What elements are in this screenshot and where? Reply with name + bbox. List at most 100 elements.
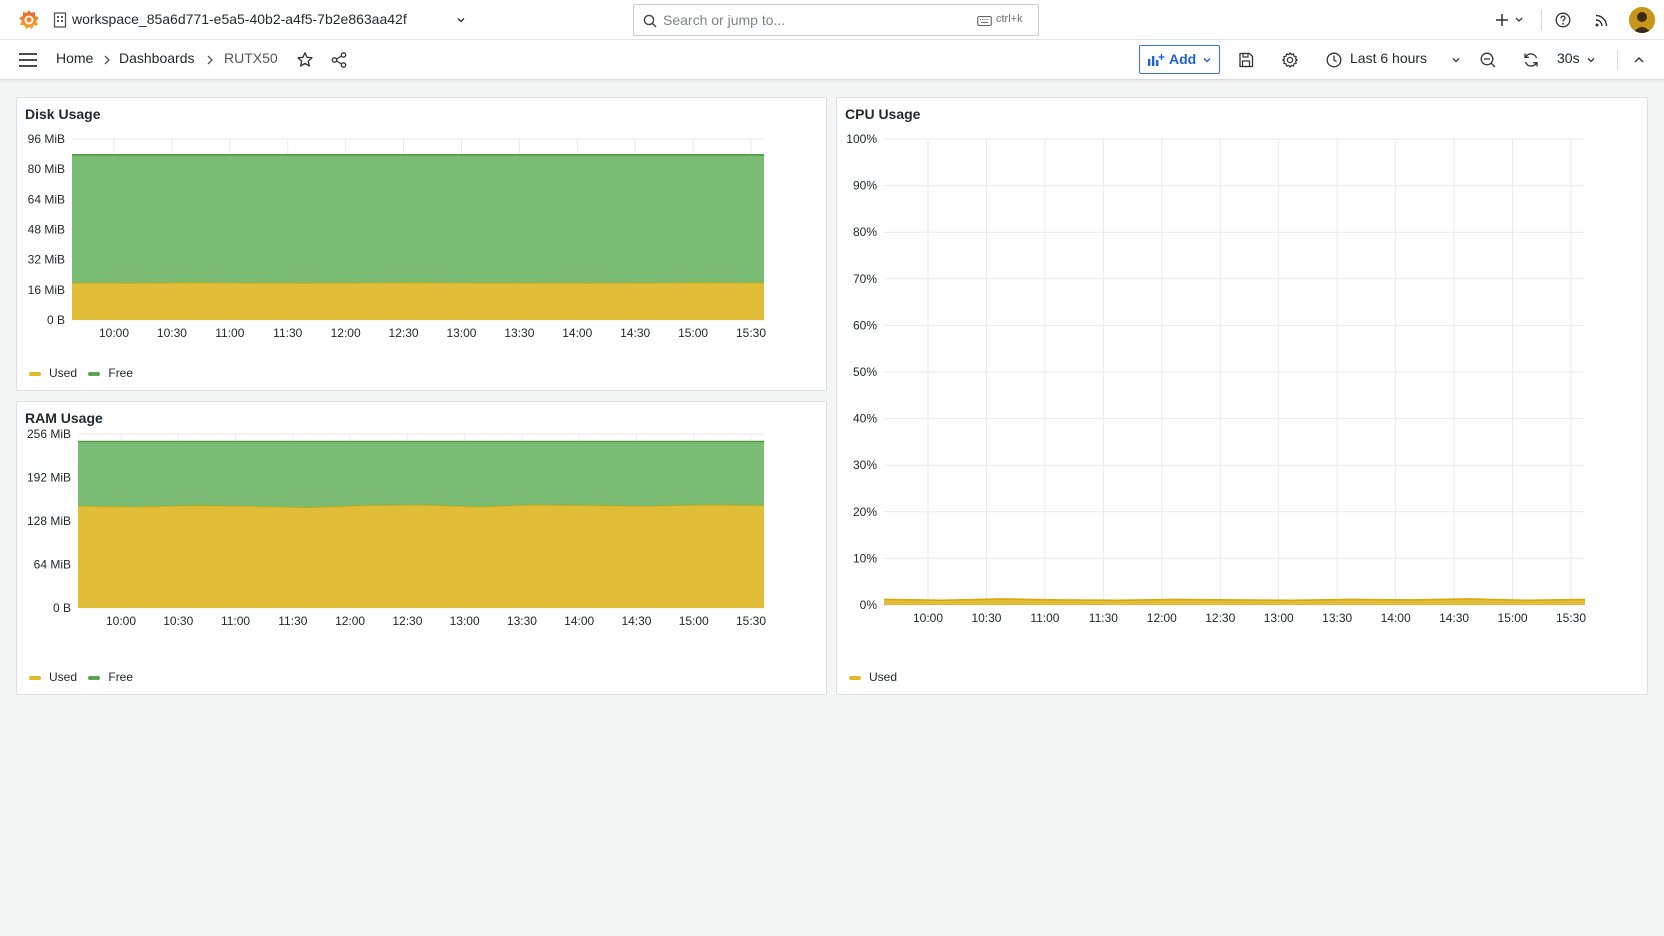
x-tick-label: 14:00 xyxy=(562,326,592,340)
divider xyxy=(1617,50,1618,70)
y-tick-label: 96 MiB xyxy=(28,132,65,146)
x-tick-label: 14:00 xyxy=(1381,611,1411,625)
chevron-right-icon xyxy=(207,55,213,65)
user-avatar[interactable] xyxy=(1629,7,1655,33)
legend-swatch xyxy=(88,675,101,680)
y-tick-label: 64 MiB xyxy=(34,558,71,572)
cpu-usage-chart: 0% 10% 20% 30% 40% 50% 60% 70% 80% 90% 100% 10:00 10… xyxy=(846,132,1586,625)
zoom-out-icon[interactable] xyxy=(1479,51,1497,69)
legend-swatch xyxy=(849,675,861,680)
x-tick-label: 10:00 xyxy=(106,614,136,628)
y-tick-label: 0% xyxy=(860,598,878,612)
x-tick-label: 12:30 xyxy=(389,326,419,340)
clock-icon xyxy=(1326,52,1342,68)
y-tick-label: 0 B xyxy=(47,313,65,327)
ram-usage-chart: 0 B 64 MiB 128 MiB 192 MiB 256 MiB 10:00 10:30… xyxy=(27,427,766,628)
dashboard-toolbar xyxy=(0,40,1664,80)
add-button[interactable]: Add xyxy=(1139,45,1220,74)
x-tick-label: 10:00 xyxy=(913,611,943,625)
series-line-used xyxy=(883,598,1586,602)
y-tick-label: 48 MiB xyxy=(28,223,65,237)
y-tick-label: 128 MiB xyxy=(27,514,71,528)
rss-feed-icon[interactable] xyxy=(1594,12,1610,28)
legend-label: Used xyxy=(49,670,78,684)
cpu-usage-panel[interactable]: CPU Usage 0% 10% 20% 30% 40% 50% 60% 70% 80% 90% 1… xyxy=(836,97,1648,695)
x-tick-label: 13:00 xyxy=(446,326,476,340)
x-tick-label: 13:30 xyxy=(504,326,534,340)
series-area-used xyxy=(72,282,764,320)
x-tick-label: 11:30 xyxy=(273,326,302,340)
legend-item-used[interactable]: Used xyxy=(849,670,897,684)
x-tick-label: 15:30 xyxy=(736,326,766,340)
chart-legend: Used xyxy=(849,670,905,684)
refresh-interval[interactable]: 30s xyxy=(1557,50,1580,66)
y-tick-label: 256 MiB xyxy=(27,427,71,441)
disk-usage-chart: 0 B 16 MiB 32 MiB 48 MiB 64 MiB 80 MiB 96 MiB 1… xyxy=(28,132,767,340)
breadcrumb-home[interactable]: Home xyxy=(56,50,94,66)
disk-usage-panel[interactable]: Disk Usage 0 B 16 MiB 32 MiB 48 MiB 64 MiB 80… xyxy=(16,97,827,391)
legend-swatch xyxy=(88,371,101,376)
chevron-right-icon xyxy=(104,55,110,65)
y-tick-label: 50% xyxy=(853,365,877,379)
legend-swatch xyxy=(29,675,41,680)
y-tick-label: 30% xyxy=(853,458,877,472)
x-tick-label: 15:30 xyxy=(736,614,766,628)
y-tick-label: 80% xyxy=(853,225,877,239)
refresh-icon[interactable] xyxy=(1522,51,1540,69)
y-tick-label: 100% xyxy=(846,132,877,146)
legend-label: Used xyxy=(869,670,898,684)
legend-item-used[interactable]: Used xyxy=(29,670,77,684)
x-tick-label: 13:00 xyxy=(450,614,480,628)
x-tick-label: 11:00 xyxy=(215,326,244,340)
breadcrumb-dashboards[interactable]: Dashboards xyxy=(119,50,195,66)
time-range-label: Last 6 hours xyxy=(1350,50,1428,66)
workspace-name[interactable]: workspace_85a6d771-e5a5-40b2-a4f5-7b2e86… xyxy=(72,11,407,27)
y-tick-label: 20% xyxy=(853,505,877,519)
chevron-down-icon xyxy=(1203,58,1211,63)
hamburger-menu-icon[interactable] xyxy=(18,52,38,68)
x-tick-label: 11:30 xyxy=(278,614,307,628)
x-tick-label: 12:00 xyxy=(331,326,361,340)
grid xyxy=(884,138,1585,606)
y-tick-label: 90% xyxy=(853,179,877,193)
legend-item-free[interactable]: Free xyxy=(88,366,133,380)
divider xyxy=(1541,10,1542,30)
search-input[interactable]: Search or jump to... ctrl+k xyxy=(633,4,1039,36)
chevron-down-icon xyxy=(1452,58,1460,63)
y-tick-label: 64 MiB xyxy=(28,192,65,206)
chart-legend: Used Free xyxy=(29,670,141,684)
settings-gear-icon[interactable] xyxy=(1281,51,1299,69)
add-button-label: Add xyxy=(1169,51,1197,67)
chevron-down-icon[interactable] xyxy=(455,14,467,26)
x-tick-label: 14:30 xyxy=(620,326,650,340)
y-tick-label: 40% xyxy=(853,412,877,426)
x-tick-label: 15:00 xyxy=(678,326,708,340)
x-tick-label: 11:00 xyxy=(1030,611,1059,625)
grafana-logo-icon[interactable] xyxy=(17,8,41,32)
legend-label: Free xyxy=(108,670,134,684)
x-tick-label: 13:30 xyxy=(507,614,537,628)
x-tick-label: 14:30 xyxy=(621,614,651,628)
x-tick-label: 15:00 xyxy=(679,614,709,628)
y-tick-label: 80 MiB xyxy=(28,162,65,176)
x-tick-label: 13:30 xyxy=(1322,611,1352,625)
breadcrumb-current: RUTX50 xyxy=(224,50,278,66)
x-tick-label: 10:30 xyxy=(163,614,193,628)
new-plus-icon[interactable] xyxy=(1490,9,1530,31)
panel-title: RAM Usage xyxy=(25,410,103,426)
help-icon[interactable] xyxy=(1555,12,1571,28)
legend-item-free[interactable]: Free xyxy=(88,670,133,684)
share-icon[interactable] xyxy=(330,51,348,69)
legend-item-used[interactable]: Used xyxy=(29,366,77,380)
search-placeholder: Search or jump to... xyxy=(663,12,786,28)
ram-usage-panel[interactable]: RAM Usage 0 B 64 MiB 128 MiB 192 MiB 256 MiB… xyxy=(16,401,827,695)
chevron-down-icon[interactable] xyxy=(1586,55,1596,65)
x-tick-label: 15:30 xyxy=(1556,611,1586,625)
legend-swatch xyxy=(29,371,41,376)
chevron-up-icon[interactable] xyxy=(1632,53,1646,67)
save-icon[interactable] xyxy=(1237,51,1255,69)
star-icon[interactable] xyxy=(296,51,314,69)
x-tick-label: 12:30 xyxy=(392,614,422,628)
add-panel-icon xyxy=(1148,54,1165,66)
x-tick-label: 11:00 xyxy=(221,614,250,628)
